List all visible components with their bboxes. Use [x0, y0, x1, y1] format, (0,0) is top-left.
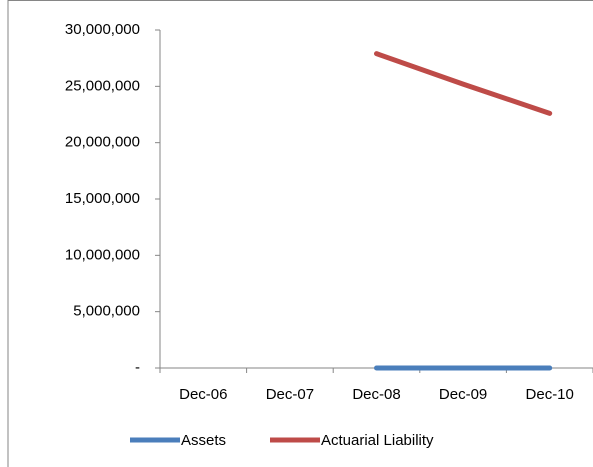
y-tick-label: 5,000,000 [73, 303, 140, 320]
y-tick-label: - [135, 359, 140, 376]
y-tick-label: 30,000,000 [65, 21, 140, 38]
x-tick-label: Dec-06 [179, 386, 227, 403]
x-tick-label: Dec-08 [352, 386, 400, 403]
x-tick-label: Dec-07 [266, 386, 314, 403]
y-tick-label: 25,000,000 [65, 77, 140, 94]
series-line [374, 51, 553, 116]
y-tick-label: 10,000,000 [65, 246, 140, 263]
x-tick-label: Dec-10 [526, 386, 574, 403]
y-tick-label: 15,000,000 [65, 190, 140, 207]
legend-label: Assets [181, 432, 226, 449]
x-tick-label: Dec-09 [439, 386, 487, 403]
y-tick-label: 20,000,000 [65, 134, 140, 151]
legend-label: Actuarial Liability [321, 432, 434, 449]
